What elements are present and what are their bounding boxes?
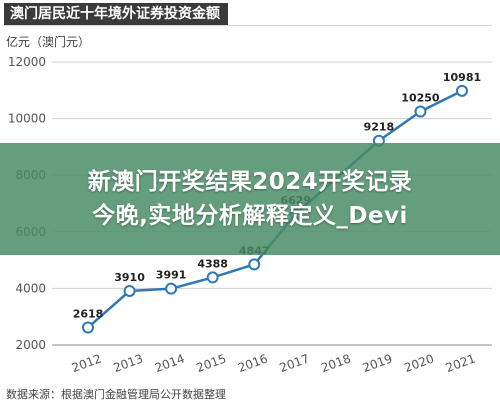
data-point (123, 284, 136, 297)
data-label: 3991 (156, 269, 187, 282)
data-point (82, 321, 94, 334)
source-note: 数据来源：根据澳门金融管理局公开数据整理 (6, 388, 226, 401)
data-label: 9218 (364, 121, 395, 134)
y-tick-label: 4000 (15, 281, 46, 295)
data-label: 10250 (401, 92, 440, 105)
data-point (414, 105, 427, 118)
overlay-line-2: 今晚,实地分析解释定义_Devi (92, 203, 408, 229)
x-tick-label: 2019 (361, 351, 394, 375)
data-label: 2618 (73, 308, 104, 321)
title-bar: 澳门居民近十年境外证券投资金额 (4, 3, 492, 26)
y-tick-label: 2000 (15, 338, 46, 352)
data-label: 10981 (443, 71, 481, 84)
y-axis-unit-label: 亿元（澳门元） (6, 35, 91, 49)
data-label: 4388 (197, 257, 228, 270)
x-tick-label: 2015 (195, 351, 228, 375)
x-tick-label: 2020 (402, 351, 435, 375)
x-tick-label: 2013 (111, 351, 144, 375)
overlay-line-1: 新澳门开奖结果2024开奖记录 (87, 169, 413, 195)
data-point (206, 271, 219, 284)
overlay-banner: 新澳门开奖结果2024开奖记录 今晚,实地分析解释定义_Devi (0, 143, 500, 255)
x-tick-label: 2014 (153, 351, 186, 375)
x-tick-label: 2017 (278, 351, 311, 375)
x-tick-label: 2016 (236, 351, 269, 375)
x-tick-label: 2021 (444, 351, 477, 375)
data-point (456, 84, 468, 97)
data-point (165, 282, 178, 295)
x-tick-label: 2018 (319, 351, 352, 375)
data-label: 3910 (114, 271, 145, 284)
y-tick-label: 10000 (8, 112, 46, 126)
y-tick-label: 12000 (8, 55, 46, 69)
x-tick-label: 2012 (70, 351, 103, 375)
chart-title: 澳门居民近十年境外证券投资金额 (4, 3, 228, 25)
data-point (248, 258, 261, 271)
